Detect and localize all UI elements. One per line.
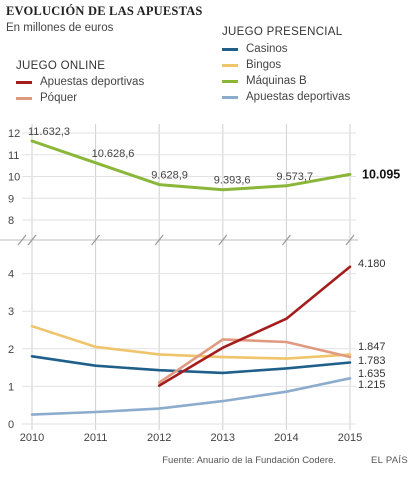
y-tick-label: 9 <box>8 193 14 205</box>
brand-label: EL PAÍS <box>371 455 408 466</box>
y-tick-label: 2 <box>8 344 14 356</box>
legend-swatch <box>222 48 238 51</box>
axis-break-mark <box>27 234 37 246</box>
x-tick-label: 2012 <box>147 432 171 444</box>
y-tick-label: 4 <box>8 269 14 281</box>
legend-swatch <box>222 96 238 99</box>
legend-label: Póquer <box>40 92 78 104</box>
legend-swatch <box>16 97 32 100</box>
end-value-label: 4.180 <box>358 258 386 270</box>
chart-title: EVOLUCIÓN DE LAS APUESTAS <box>6 4 203 18</box>
legend-swatch <box>16 81 32 84</box>
chart-subtitle: En millones de euros <box>6 22 114 34</box>
data-label-maquinas-b: 9.573,7 <box>276 171 313 183</box>
y-tick-label: 0 <box>8 419 14 431</box>
y-tick-label: 8 <box>8 215 14 227</box>
legend-heading-presencial: JUEGO PRESENCIAL <box>222 26 343 38</box>
legend-heading-online: JUEGO ONLINE <box>16 60 106 72</box>
data-label-maquinas-b: 10.095 <box>362 167 400 181</box>
axis-break-mark <box>154 234 164 246</box>
legend-label: Bingos <box>246 59 282 71</box>
x-tick-label: 2010 <box>20 432 44 444</box>
series-line-online-apuestas <box>157 265 352 387</box>
y-tick-label: 3 <box>8 306 14 318</box>
x-tick-label: 2013 <box>211 432 235 444</box>
y-tick-label: 1 <box>8 381 14 393</box>
y-tick-label: 10 <box>8 172 20 184</box>
data-label-maquinas-b: 9.393,6 <box>214 175 251 187</box>
legend-label: Máquinas B <box>246 75 307 87</box>
series-line-bingos <box>30 324 352 360</box>
legend-label: Apuestas deportivas <box>246 91 351 103</box>
end-value-label: 1.847 <box>358 341 386 353</box>
legend-label: Apuestas deportivas <box>40 76 145 88</box>
data-label-maquinas-b: 9.628,9 <box>151 170 188 182</box>
end-value-label: 1.635 <box>358 368 386 380</box>
series-line-poquer <box>157 338 352 384</box>
y-tick-label: 11 <box>8 150 19 162</box>
data-label-maquinas-b: 11.632,3 <box>28 126 70 138</box>
x-tick-label: 2011 <box>84 432 108 444</box>
series-line-casinos <box>30 354 352 375</box>
legend-swatch <box>222 64 238 67</box>
legend-label: Casinos <box>246 43 288 55</box>
axis-break-mark <box>91 234 101 246</box>
data-label-maquinas-b: 10.628,6 <box>92 148 135 160</box>
y-tick-label: 12 <box>8 128 20 140</box>
axis-break-mark <box>218 234 228 246</box>
series-line-maquinas-b <box>30 139 352 192</box>
x-tick-label: 2014 <box>274 432 298 444</box>
axis-break-mark <box>281 234 291 246</box>
end-value-label: 1.215 <box>358 379 386 391</box>
x-tick-label: 2015 <box>338 432 362 444</box>
axis-break-mark <box>17 234 27 246</box>
axis-break-mark <box>345 234 355 246</box>
legend-swatch <box>222 80 238 83</box>
source-note: Fuente: Anuario de la Fundación Codere. <box>162 455 336 466</box>
end-value-label: 1.783 <box>358 355 386 367</box>
series-line-presencial-apuestas <box>30 376 352 416</box>
